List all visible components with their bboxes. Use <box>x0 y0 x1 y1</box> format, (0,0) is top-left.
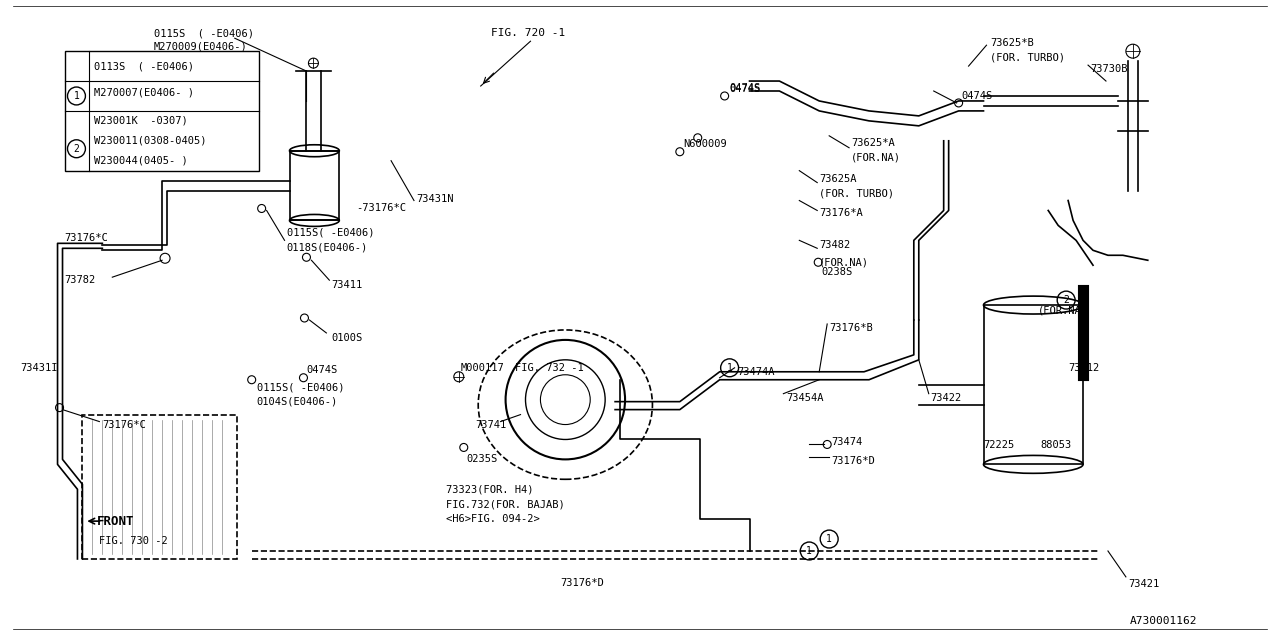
Text: -73176*C: -73176*C <box>356 204 406 214</box>
Bar <box>64 51 259 171</box>
Text: 73411: 73411 <box>332 280 362 290</box>
Text: 1: 1 <box>826 534 832 544</box>
Text: M000117: M000117 <box>461 363 504 372</box>
Text: W230044(0405- ): W230044(0405- ) <box>95 156 188 166</box>
Text: 73730B: 73730B <box>1091 64 1128 74</box>
Bar <box>82 415 237 559</box>
Text: 73474A: 73474A <box>737 367 776 377</box>
Text: M270007(E0406- ): M270007(E0406- ) <box>95 88 195 98</box>
Text: 73431I: 73431I <box>20 363 58 372</box>
Text: FIG. 732 -1: FIG. 732 -1 <box>515 363 584 372</box>
Text: (FOR.NA): (FOR.NA) <box>819 257 869 268</box>
Text: 73454A: 73454A <box>786 393 824 403</box>
Text: 73625*A: 73625*A <box>851 138 895 148</box>
Text: FIG. 730 -2: FIG. 730 -2 <box>100 536 168 546</box>
Text: 73421: 73421 <box>1128 579 1160 589</box>
Text: (FOR. TURBO): (FOR. TURBO) <box>991 52 1065 62</box>
Text: 0104S(E0406-): 0104S(E0406-) <box>257 397 338 406</box>
Text: 0100S: 0100S <box>332 333 362 343</box>
Text: 1: 1 <box>727 363 732 372</box>
Text: N600009: N600009 <box>682 139 727 148</box>
Text: (FOR.NA): (FOR.NA) <box>1038 305 1088 315</box>
Text: 73176*A: 73176*A <box>819 209 863 218</box>
Bar <box>289 151 339 220</box>
Text: A730001162: A730001162 <box>1130 616 1198 626</box>
Text: 0235S: 0235S <box>467 454 498 465</box>
Text: 73176*D: 73176*D <box>831 456 876 467</box>
Text: 0474S: 0474S <box>306 365 338 375</box>
Text: 2: 2 <box>1064 295 1069 305</box>
Text: 0115S  ( -E0406): 0115S ( -E0406) <box>154 28 255 38</box>
Text: 73176*C: 73176*C <box>102 420 146 429</box>
Text: 73782: 73782 <box>64 275 96 285</box>
Text: 0115S( -E0406): 0115S( -E0406) <box>257 383 344 393</box>
Text: FIG.732(FOR. BAJAB): FIG.732(FOR. BAJAB) <box>445 499 564 509</box>
Text: W230011(0308-0405): W230011(0308-0405) <box>95 136 207 146</box>
Text: 73741: 73741 <box>476 420 507 429</box>
Text: 2: 2 <box>73 144 79 154</box>
Text: 73625*B: 73625*B <box>991 38 1034 48</box>
Text: M270009(E0406-): M270009(E0406-) <box>154 41 248 51</box>
Text: 73625A: 73625A <box>819 173 856 184</box>
Text: (FOR. TURBO): (FOR. TURBO) <box>819 189 895 198</box>
Text: 1: 1 <box>806 546 813 556</box>
Text: 73422: 73422 <box>931 393 963 403</box>
Text: FRONT: FRONT <box>97 515 134 527</box>
Text: 0238S: 0238S <box>822 268 852 277</box>
Text: 0474S: 0474S <box>961 91 993 101</box>
Text: 73431N: 73431N <box>416 193 453 204</box>
Text: 73176*B: 73176*B <box>829 323 873 333</box>
Text: <H6>FIG. 094-2>: <H6>FIG. 094-2> <box>445 514 540 524</box>
Text: 72225: 72225 <box>983 440 1015 451</box>
Text: 73176*D: 73176*D <box>561 578 604 588</box>
Bar <box>983 305 1083 465</box>
Text: 0115S( -E0406): 0115S( -E0406) <box>287 227 374 237</box>
Text: 73712: 73712 <box>1068 363 1100 372</box>
Text: 88053: 88053 <box>1041 440 1071 451</box>
Text: W23001K  -0307): W23001K -0307) <box>95 116 188 126</box>
Text: 0113S  ( -E0406): 0113S ( -E0406) <box>95 61 195 71</box>
Text: FIG. 720 -1: FIG. 720 -1 <box>490 28 564 38</box>
Text: 0474S: 0474S <box>730 84 760 94</box>
Text: 0474S: 0474S <box>730 83 760 93</box>
Text: 0118S(E0406-): 0118S(E0406-) <box>287 243 367 252</box>
Text: (FOR.NA): (FOR.NA) <box>851 153 901 163</box>
Text: 73323(FOR. H4): 73323(FOR. H4) <box>445 484 534 494</box>
Text: 1: 1 <box>73 91 79 101</box>
Text: 73176*C: 73176*C <box>64 234 109 243</box>
Text: 73474: 73474 <box>831 438 863 447</box>
Text: 73482: 73482 <box>819 241 850 250</box>
